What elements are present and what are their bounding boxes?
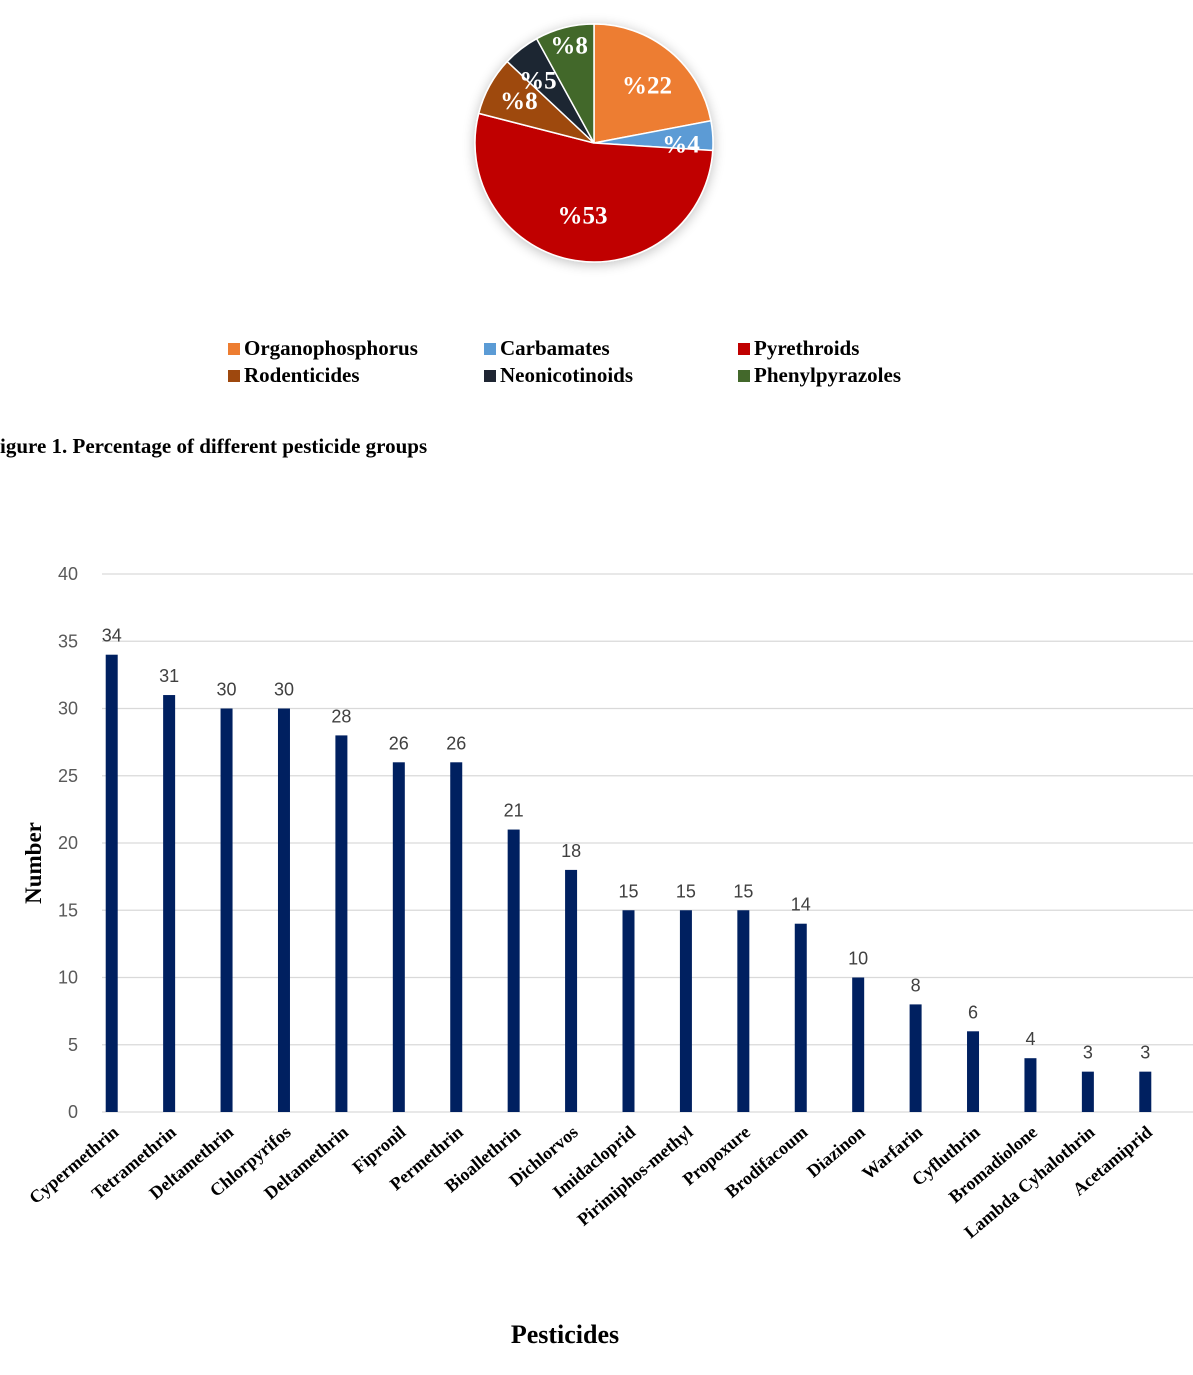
bar <box>1081 1071 1094 1112</box>
bar-data-label: 26 <box>389 733 409 753</box>
legend-swatch <box>484 369 496 382</box>
legend-item-phenylpyrazoles: Phenylpyrazoles <box>738 363 988 388</box>
pie-data-label: %5 <box>519 67 557 94</box>
pie-chart: %22%4%53%8%5%8 <box>474 23 714 263</box>
pie-data-label: %4 <box>662 132 700 159</box>
bar <box>967 1031 980 1112</box>
bar <box>909 1004 922 1112</box>
legend-item-pyrethroids: Pyrethroids <box>738 336 988 361</box>
legend-swatch <box>738 342 750 355</box>
legend-item-organophosphorus: Organophosphorus <box>228 336 484 361</box>
bar-data-label: 26 <box>446 733 466 753</box>
bar-data-label: 21 <box>504 801 524 821</box>
bar <box>565 869 578 1112</box>
y-tick-label: 5 <box>68 1035 78 1055</box>
y-tick-label: 25 <box>58 766 78 786</box>
bar-data-label: 3 <box>1083 1043 1093 1063</box>
bar <box>852 977 865 1112</box>
bar <box>450 762 463 1112</box>
bar-data-label: 6 <box>968 1002 978 1022</box>
legend-item-carbamates: Carbamates <box>484 336 738 361</box>
y-tick-label: 15 <box>58 900 78 920</box>
bar-data-label: 14 <box>791 895 811 915</box>
bar-data-label: 15 <box>676 881 696 901</box>
bar-data-label: 34 <box>102 626 122 646</box>
bar <box>794 923 807 1112</box>
legend-label: Phenylpyrazoles <box>754 363 901 387</box>
y-tick-label: 30 <box>58 699 78 719</box>
legend-swatch <box>228 369 240 382</box>
figure-caption: igure 1. Percentage of different pestici… <box>0 434 428 458</box>
bar-data-label: 10 <box>848 949 868 969</box>
legend-label: Neonicotinoids <box>500 363 634 387</box>
pie-slice-phenylpyrazoles <box>535 23 595 144</box>
legend-item-rodenticides: Rodenticides <box>228 363 484 388</box>
x-tick-label: Diazinon <box>803 1122 869 1182</box>
bar <box>622 910 635 1112</box>
bar <box>220 708 233 1112</box>
legend-swatch <box>484 342 496 355</box>
legend-label: Rodenticides <box>244 363 360 387</box>
bar-data-label: 30 <box>274 680 294 700</box>
bar <box>277 708 290 1112</box>
x-axis-title: Pesticides <box>510 1320 620 1349</box>
y-tick-label: 10 <box>58 968 78 988</box>
legend-swatch <box>738 369 750 382</box>
y-tick-label: 35 <box>58 631 78 651</box>
y-tick-label: 0 <box>68 1102 78 1122</box>
pie-data-label: %22 <box>622 73 672 100</box>
bar <box>163 695 176 1112</box>
bar-data-label: 31 <box>159 666 179 686</box>
bar <box>1139 1071 1152 1112</box>
bar-data-label: 8 <box>911 975 921 995</box>
bar-data-label: 18 <box>561 841 581 861</box>
bar-data-label: 3 <box>1140 1043 1150 1063</box>
legend-label: Carbamates <box>500 336 610 360</box>
bar <box>1024 1058 1037 1112</box>
bar <box>392 762 405 1112</box>
bar <box>679 910 692 1112</box>
bar-data-label: 15 <box>733 881 753 901</box>
bar <box>737 910 750 1112</box>
legend-swatch <box>228 342 240 355</box>
pie-slices <box>474 23 714 263</box>
bar-data-label: 28 <box>331 706 351 726</box>
y-axis-title: Number <box>21 822 46 904</box>
bar-chart: 051015202530354034Cypermethrin31Tetramet… <box>25 564 1193 1242</box>
legend-label: Organophosphorus <box>244 336 418 360</box>
bar <box>335 735 348 1112</box>
bar-data-label: 4 <box>1025 1029 1035 1049</box>
bar-data-label: 15 <box>618 881 638 901</box>
bar-data-label: 30 <box>217 680 237 700</box>
bar <box>507 829 520 1112</box>
pie-legend: Organophosphorus Carbamates Pyrethroids … <box>228 336 988 388</box>
bar <box>105 654 118 1112</box>
pie-slice-pyrethroids <box>474 112 714 263</box>
y-tick-label: 20 <box>58 833 78 853</box>
pie-data-label: %8 <box>500 88 538 115</box>
legend-item-neonicotinoids: Neonicotinoids <box>484 363 738 388</box>
pie-data-label: %8 <box>550 33 588 60</box>
pie-slice-organophosphorus <box>593 23 712 144</box>
y-tick-label: 40 <box>58 564 78 584</box>
pie-data-label: %53 <box>557 202 607 229</box>
legend-label: Pyrethroids <box>754 336 860 360</box>
